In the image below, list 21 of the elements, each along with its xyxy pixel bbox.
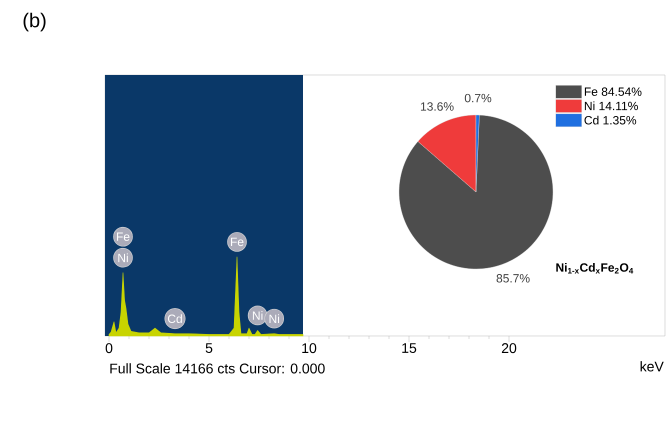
annotation: Ni$_{1-x}$Cd$_{x}$Fe$_{2}$O$_{4}$ — [556, 262, 634, 274]
text: Full Scale 14166 cts Cursor: 0.000 — [110, 363, 325, 374]
data-label: 13.6% — [420, 102, 454, 111]
annotation: Fe — [230, 238, 244, 246]
annotation: Cd — [168, 314, 182, 324]
x-tick-label: 15 — [402, 343, 416, 353]
x-tick-label: 5 — [206, 343, 212, 353]
x-axis-title: keV — [640, 361, 664, 372]
chart-title: (b) — [24, 12, 46, 32]
x-tick-label: 0 — [106, 343, 112, 354]
data-label: 85.7% — [496, 274, 530, 283]
x-tick-label: 20 — [502, 343, 516, 354]
annotation: Ni — [270, 314, 280, 323]
data-label: 0.7% — [464, 94, 492, 102]
annotation: Ni — [118, 253, 128, 262]
legend-label: Fe 84.54% — [584, 87, 642, 96]
x-tick-label: 10 — [302, 343, 316, 354]
annotation: Ni — [252, 311, 262, 320]
legend-label: Cd 1.35% — [584, 116, 636, 125]
annotation: Fe — [116, 232, 130, 241]
legend-label: Ni 14.11% — [584, 101, 638, 110]
